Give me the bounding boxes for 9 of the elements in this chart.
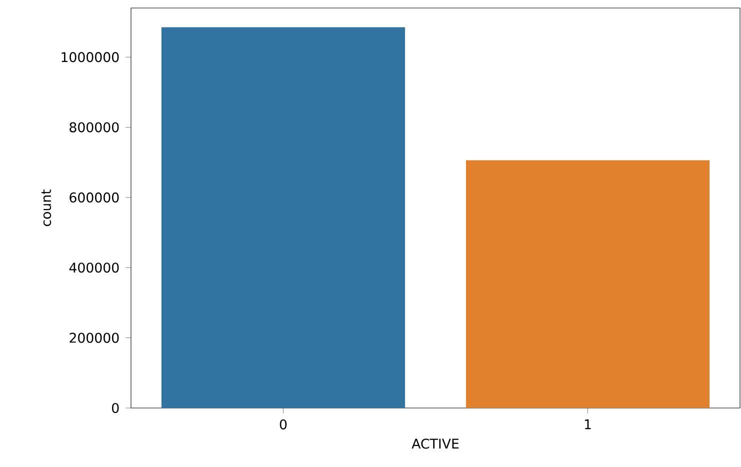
y-tick-label: 200000: [70, 332, 119, 343]
x-tick-label: 1: [584, 419, 591, 430]
y-tick-label: 1000000: [62, 52, 119, 62]
x-axis-title: ACTIVE: [412, 438, 459, 449]
y-tick-label: 800000: [70, 122, 119, 132]
y-tick-label: 0: [112, 402, 119, 414]
y-tick-label: 400000: [69, 262, 119, 273]
y-tick-label: 600000: [70, 192, 119, 203]
y-axis-title: count: [42, 189, 52, 226]
